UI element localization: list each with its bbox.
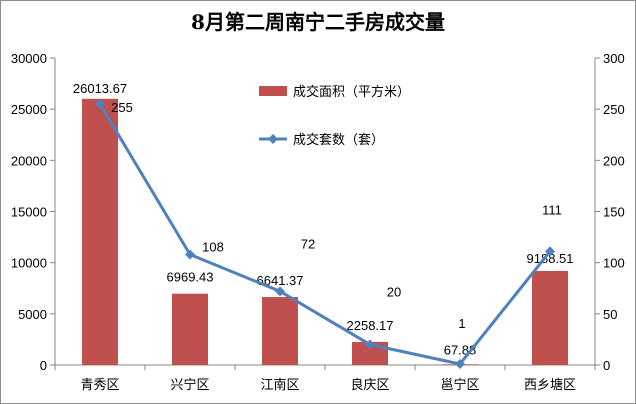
bar	[82, 98, 118, 365]
y-right-tick-label: 300	[603, 51, 625, 66]
bar-data-label: 2258.17	[347, 318, 394, 333]
bar	[172, 293, 208, 365]
line-data-label: 72	[301, 236, 315, 251]
bar-data-label: 9188.51	[527, 251, 574, 266]
bar-data-label: 6969.43	[167, 270, 214, 285]
y-right-tick-label: 100	[603, 256, 625, 271]
x-tick-label: 邕宁区	[440, 377, 479, 393]
y-left-tick-label: 30000	[11, 51, 47, 66]
x-tick-label: 兴宁区	[170, 377, 209, 393]
y-right-tick-label: 250	[603, 102, 625, 117]
y-left-tick-label: 15000	[11, 205, 47, 220]
y-right-tick-label: 200	[603, 153, 625, 168]
y-right-tick-label: 150	[603, 205, 625, 220]
line-point-marker	[455, 358, 465, 369]
line-data-label: 20	[387, 285, 401, 300]
y-left-tick-label: 25000	[11, 102, 47, 117]
y-right-tick-label: 0	[603, 358, 610, 373]
line-series-path	[98, 103, 552, 366]
bar-data-label: 26013.67	[73, 81, 127, 96]
legend-line-label: 成交套数（套）	[293, 132, 384, 148]
bar	[262, 297, 298, 365]
y-right-tick-label: 50	[603, 307, 617, 322]
line-point-marker	[275, 286, 285, 297]
line-point-marker	[545, 246, 555, 257]
x-tick-label: 青秀区	[80, 378, 119, 393]
y-left-tick-label: 10000	[11, 256, 47, 271]
x-tick-label: 西乡塘区	[524, 377, 576, 393]
line-point-marker	[185, 249, 195, 260]
line-data-label: 108	[202, 239, 224, 254]
y-left-tick-label: 5000	[18, 307, 47, 322]
x-tick-label: 江南区	[260, 377, 299, 393]
x-tick-label: 良庆区	[350, 377, 389, 393]
line-data-label: 255	[111, 100, 133, 115]
legend-line-marker	[268, 134, 278, 144]
y-left-tick-label: 20000	[11, 153, 47, 168]
bar	[532, 270, 568, 365]
line-data-label: 111	[542, 202, 562, 217]
legend-bar-swatch	[259, 86, 287, 96]
line-point-marker	[365, 339, 375, 350]
chart-title: 8月第二周南宁二手房成交量	[191, 10, 445, 34]
y-left-tick-label: 0	[40, 358, 47, 373]
bar-data-label: 6641.37	[257, 273, 304, 288]
line-data-label: 1	[458, 316, 465, 331]
legend-bar-label: 成交面积（平方米）	[293, 84, 410, 100]
line-point-marker	[95, 99, 105, 110]
